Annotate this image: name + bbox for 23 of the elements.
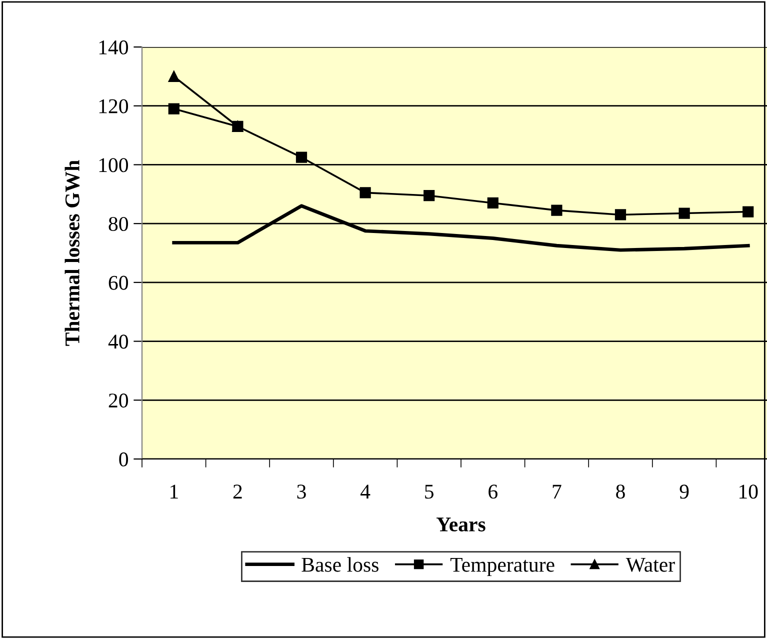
legend-label: Water <box>626 558 675 572</box>
x-tick-label: 3 <box>297 484 306 499</box>
y-tick-label: 100 <box>99 158 128 172</box>
x-axis-title: Years <box>436 518 486 532</box>
y-tick-label: 140 <box>99 40 128 54</box>
x-tick-label: 5 <box>425 484 434 499</box>
y-tick-label: 0 <box>119 452 128 466</box>
x-tick-label: 9 <box>680 484 689 499</box>
y-tick-label: 60 <box>108 276 128 290</box>
x-tick-label: 7 <box>552 484 562 498</box>
legend-label: Base loss <box>302 557 378 572</box>
x-tick-label: 10 <box>740 484 758 499</box>
x-tick-label: 2 <box>233 484 242 498</box>
y-axis-title: Thermal losses GWh <box>64 160 80 346</box>
y-tick-label: 20 <box>108 394 128 408</box>
x-tick-label: 1 <box>170 484 178 498</box>
y-tick-label: 40 <box>108 334 128 349</box>
x-tick-label: 4 <box>360 484 370 498</box>
x-tick-label: 8 <box>616 484 625 499</box>
y-tick-label: 120 <box>99 99 128 114</box>
x-tick-label: 6 <box>488 484 498 499</box>
y-tick-label: 80 <box>108 216 128 232</box>
legend-label: Temperature <box>450 558 554 576</box>
